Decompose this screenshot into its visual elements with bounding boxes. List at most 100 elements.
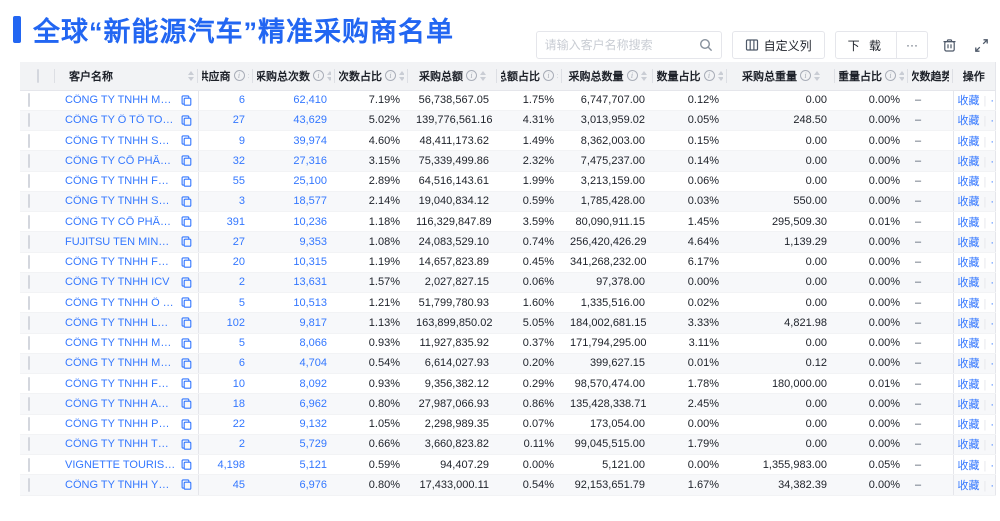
row-checkbox[interactable] [28,214,30,229]
copy-icon[interactable] [181,398,192,410]
favorite-button[interactable]: 收藏 [957,398,980,411]
row-more-button[interactable]: ··· [990,216,995,229]
customer-name-link[interactable]: CÔNG TY TNHH FORD VIỆT NAM [65,175,177,188]
sort-icon[interactable] [247,70,249,81]
copy-icon[interactable] [181,196,192,207]
favorite-button[interactable]: 收藏 [957,419,980,432]
sort-icon[interactable] [480,70,486,81]
customer-name-link[interactable]: CÔNG TY TNHH SẢN XUẤT VÀ ... [65,195,177,208]
sort-icon[interactable] [399,70,404,81]
fullscreen-button[interactable] [970,31,992,59]
row-more-button[interactable]: ··· [990,236,995,249]
download-button[interactable]: 下 载 [847,38,884,53]
favorite-button[interactable]: 收藏 [957,277,980,290]
favorite-button[interactable]: 收藏 [957,459,980,472]
favorite-button[interactable]: 收藏 [957,358,980,371]
sort-icon[interactable] [899,70,904,81]
copy-icon[interactable] [181,94,192,106]
favorite-button[interactable]: 收藏 [957,297,980,310]
customer-name-link[interactable]: CÔNG TY TNHH PHÂN PHỐI T... [65,418,177,431]
copy-icon[interactable] [181,439,192,450]
copy-icon[interactable] [181,378,192,389]
column-header-weight_pct[interactable]: 重量占比 i [835,62,908,91]
search-input[interactable] [544,38,699,52]
row-more-button[interactable]: ··· [990,176,995,189]
row-more-button[interactable]: ··· [990,297,995,310]
customer-name-link[interactable]: CÔNG TY CỔ PHẦN SẢN XUẤT... [65,154,177,167]
favorite-button[interactable]: 收藏 [957,378,980,391]
row-checkbox[interactable] [28,234,30,249]
column-header-qty[interactable]: 采购总数量 i [562,62,653,91]
customer-name-link[interactable]: CÔNG TY CỔ PHẦN SẢN XUẤT... [65,215,177,228]
customer-name-link[interactable]: CÔNG TY TNHH SẢN XUẤT VÀ ... [65,134,177,147]
select-all-checkbox[interactable] [36,68,39,83]
customer-name-link[interactable]: VIGNETTE TOURISTIQUE G UNI... [65,458,177,471]
copy-icon[interactable] [181,479,192,491]
customer-name-link[interactable]: CÔNG TY TNHH MTV SẢN XUẤ... [65,94,177,107]
copy-icon[interactable] [181,418,192,430]
column-header-name[interactable]: 客户名称 [55,62,198,91]
column-header-amount[interactable]: 采购总额 i [408,62,497,91]
search-icon[interactable] [699,38,713,52]
favorite-button[interactable]: 收藏 [957,155,980,168]
customer-name-link[interactable]: FUJITSU TEN MINDA INDIA PVT... [65,235,177,248]
row-more-button[interactable]: ··· [990,95,995,108]
row-more-button[interactable]: ··· [990,378,995,391]
row-checkbox[interactable] [28,153,30,168]
row-checkbox[interactable] [28,255,30,270]
favorite-button[interactable]: 收藏 [957,115,980,128]
customer-name-link[interactable]: CÔNG TY TNHH LG ELECTRON... [65,316,177,329]
column-header-amount_pct[interactable]: 总额占比 i [497,62,562,91]
customer-name-link[interactable]: CÔNG TY TNHH THN AUTOPAR... [65,438,177,451]
copy-icon[interactable] [181,297,192,308]
sort-icon[interactable] [188,70,194,81]
copy-icon[interactable] [181,175,192,187]
sort-icon[interactable] [640,70,647,81]
row-more-button[interactable]: ··· [990,459,995,472]
favorite-button[interactable]: 收藏 [957,135,980,148]
row-more-button[interactable]: ··· [990,196,995,209]
favorite-button[interactable]: 收藏 [957,317,980,330]
column-header-supplier[interactable]: 供应商 i [198,62,253,91]
customer-name-link[interactable]: CÔNG TY TNHH FURUKAWA A... [65,256,177,269]
row-checkbox[interactable] [28,93,30,108]
copy-icon[interactable] [181,277,192,288]
customer-name-link[interactable]: CÔNG TY TNHH MỘT THÀNH V... [65,337,177,350]
favorite-button[interactable]: 收藏 [957,95,980,108]
row-checkbox[interactable] [28,133,30,148]
favorite-button[interactable]: 收藏 [957,176,980,189]
row-more-button[interactable]: ··· [990,398,995,411]
copy-icon[interactable] [181,256,192,268]
favorite-button[interactable]: 收藏 [957,257,980,270]
row-checkbox[interactable] [28,295,30,310]
row-more-button[interactable]: ··· [990,338,995,351]
row-more-button[interactable]: ··· [990,317,995,330]
customer-name-link[interactable]: CÔNG TY TNHH FURUKAWA A... [65,377,177,390]
customer-name-link[interactable]: CÔNG TY TNHH YOKOWO VIỆT... [65,478,177,491]
row-more-button[interactable]: ··· [990,419,995,432]
sort-icon[interactable] [717,70,723,81]
row-checkbox[interactable] [28,477,30,492]
row-checkbox[interactable] [28,315,30,330]
row-more-button[interactable]: ··· [990,257,995,270]
copy-icon[interactable] [181,337,192,349]
row-checkbox[interactable] [28,457,30,472]
copy-icon[interactable] [181,459,192,470]
row-more-button[interactable]: ··· [990,277,995,290]
customer-name-link[interactable]: CÔNG TY Ô TÔ TOYOTA VIỆT ... [65,114,177,127]
column-header-qty_pct[interactable]: 数量占比 i [653,62,727,91]
row-more-button[interactable]: ··· [990,439,995,452]
row-more-button[interactable]: ··· [990,479,995,492]
delete-button[interactable] [938,31,960,59]
favorite-button[interactable]: 收藏 [957,479,980,492]
sort-icon[interactable] [814,70,820,81]
column-header-weight[interactable]: 采购总重量 i [727,62,835,91]
row-more-button[interactable]: ··· [990,115,995,128]
row-more-button[interactable]: ··· [990,358,995,371]
copy-icon[interactable] [181,358,192,369]
row-checkbox[interactable] [28,376,30,391]
row-checkbox[interactable] [28,417,30,432]
copy-icon[interactable] [181,216,192,227]
row-checkbox[interactable] [28,437,30,452]
customer-name-link[interactable]: CÔNG TY TNHH AUTEL VIỆT N... [65,397,177,410]
